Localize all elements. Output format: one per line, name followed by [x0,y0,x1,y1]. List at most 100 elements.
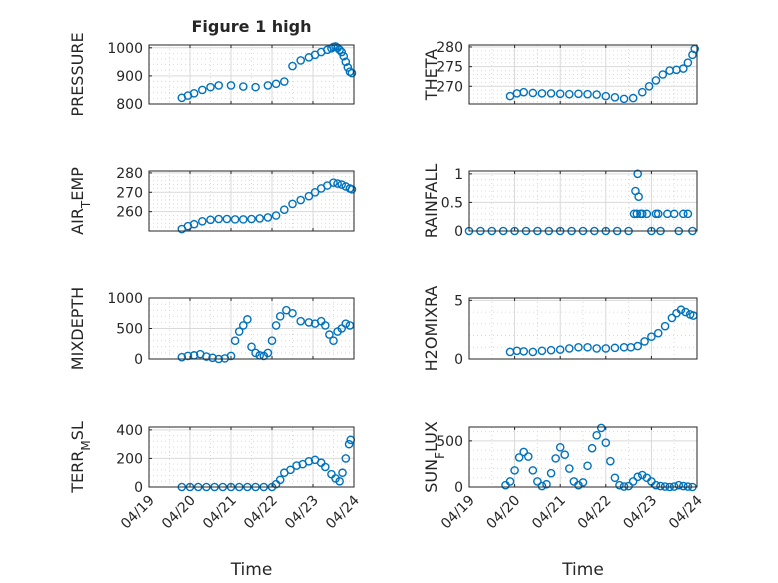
x-tick-label: 04/20 [484,493,524,533]
y-axis-label: THETA [422,49,441,101]
data-point [214,214,223,224]
data-point [304,318,314,327]
data-point [565,344,574,353]
data-point [537,89,547,98]
y-tick-label: 5 [454,293,463,309]
data-point [510,466,519,475]
y-axis-label: MIXDEPTH [68,287,87,370]
subplot-5: 0 500 1000 MIXDEPTH [68,287,355,370]
y-tick-label: 1000 [107,41,143,57]
data-point [681,307,690,317]
data-point [644,82,654,91]
data-point [271,321,281,330]
y-tick-label: 800 [116,97,143,113]
data-point [555,345,565,354]
data-point [206,82,215,92]
data-point [296,56,306,65]
data-point [640,337,649,346]
data-point [296,316,306,326]
y-axis-label: AIRTEMP [68,167,93,235]
data-point [656,481,665,491]
data-point [679,481,688,491]
data-point [658,70,668,79]
data-point [251,82,260,92]
y-axis-label: SUNFLUX [422,421,447,493]
x-tick-label: 04/19 [438,493,478,533]
data-point [592,90,601,99]
axes-box [468,297,698,360]
data-point [335,476,344,486]
data-point [320,462,330,472]
data-point [637,470,647,480]
data-point [267,336,277,346]
data-point [222,214,232,224]
y-tick-label: 275 [436,60,463,76]
data-point [197,217,207,226]
y-axis-label: TERRMSL [68,421,93,494]
subplot-6: 0 5 H2OMIXRA [422,286,698,371]
y-tick-label: 900 [116,69,143,85]
y-tick-label: 1 [454,167,463,183]
data-point [329,336,338,346]
data-point [633,169,643,179]
data-point [653,328,663,338]
data-point [537,346,547,356]
series-markers [505,44,700,104]
data-point [263,348,273,358]
data-point [344,439,354,449]
data-point [206,215,215,225]
data-point [565,464,574,473]
x-tick-label: 04/24 [666,492,706,532]
y-tick-label: 0 [454,224,463,240]
x-tick-label: 04/20 [159,493,199,533]
data-point [606,456,615,466]
plot-area [469,171,697,231]
data-point [679,209,688,219]
data-point [528,466,538,475]
data-point [565,89,574,99]
data-point [683,209,693,219]
data-point [528,347,538,357]
data-point [197,85,207,95]
data-point [633,472,643,482]
data-point [263,213,273,222]
data-point [601,91,611,101]
x-tick-label: 04/22 [575,493,615,533]
data-point [214,81,223,90]
y-tick-label: 1000 [107,291,143,307]
data-point [288,308,297,318]
x-axis-label: Time [230,560,273,580]
data-point [177,352,187,362]
data-point [632,209,642,219]
data-point [653,209,663,219]
x-axis-label: Time [561,560,604,580]
data-point [574,89,583,99]
subplot-3: 260 270 280 AIRTEMP [68,166,357,235]
y-axis-label: PRESSURE [68,32,87,116]
series-markers [177,178,357,234]
data-point [238,82,248,91]
data-point [546,89,556,98]
plot-area [469,427,697,487]
data-point [243,315,252,324]
data-point [634,192,643,202]
y-tick-label: 0.5 [441,195,463,211]
y-tick-label: 260 [116,205,143,221]
data-point [628,93,638,103]
data-point [683,58,693,68]
y-tick-label: 500 [436,434,463,450]
data-point [592,431,601,440]
series-markers [177,305,355,364]
data-point [555,89,565,99]
data-point [335,45,344,55]
data-point [288,61,297,71]
data-point [341,319,351,328]
axes-box [148,44,355,105]
data-point [601,344,611,353]
data-point [279,77,289,86]
data-point [560,450,570,459]
data-point [310,187,320,197]
data-point [587,443,597,453]
data-point [247,342,256,352]
